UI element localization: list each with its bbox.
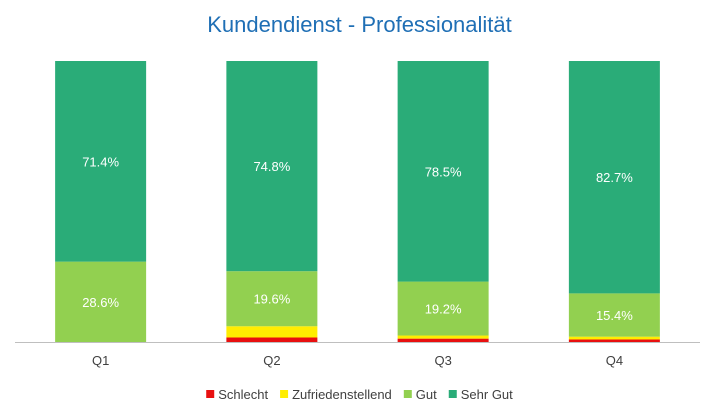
bar-q4-zufriedenstellend: [568, 336, 660, 340]
legend-label-sehr-gut: Sehr Gut: [461, 387, 513, 402]
bar-q4-gut: [568, 293, 660, 337]
bar-q3-zufriedenstellend: [397, 335, 489, 339]
data-label: 15.4%: [596, 308, 633, 323]
x-tick-label: Q3: [434, 353, 451, 368]
data-label: 82.7%: [596, 170, 633, 185]
data-label: 78.5%: [425, 164, 462, 179]
bar-q2-gut: [226, 271, 318, 327]
bar-q2-schlecht: [226, 337, 318, 342]
data-label: 28.6%: [82, 295, 119, 310]
legend-label-schlecht: Schlecht: [218, 387, 268, 402]
bar-q3-schlecht: [397, 338, 489, 342]
data-label: 71.4%: [82, 154, 119, 169]
x-tick-label: Q4: [606, 353, 623, 368]
data-label: 19.6%: [253, 292, 290, 307]
bar-q3-gut: [397, 281, 489, 336]
bar-q4-schlecht: [568, 339, 660, 342]
data-label: 74.8%: [253, 159, 290, 174]
bar-q3-sehr-gut: [397, 61, 489, 282]
legend-swatch-zufriedenstellend: [280, 390, 289, 398]
legend-swatch-gut: [403, 390, 412, 398]
x-tick-label: Q1: [92, 353, 109, 368]
legend-label-gut: Gut: [416, 387, 437, 402]
bar-q2-sehr-gut: [226, 61, 318, 272]
bar-q1-sehr-gut: [55, 61, 147, 262]
chart-title: Kundendienst - Professionalität: [207, 12, 512, 37]
legend-label-zufriedenstellend: Zufriedenstellend: [292, 387, 392, 402]
bar-q1-gut: [55, 261, 147, 342]
bar-q4-sehr-gut: [568, 61, 660, 294]
bar-q2-zufriedenstellend: [226, 326, 318, 338]
x-tick-label: Q2: [263, 353, 280, 368]
legend-swatch-schlecht: [206, 390, 215, 398]
data-label: 19.2%: [425, 302, 462, 317]
legend-swatch-sehr-gut: [448, 390, 457, 398]
